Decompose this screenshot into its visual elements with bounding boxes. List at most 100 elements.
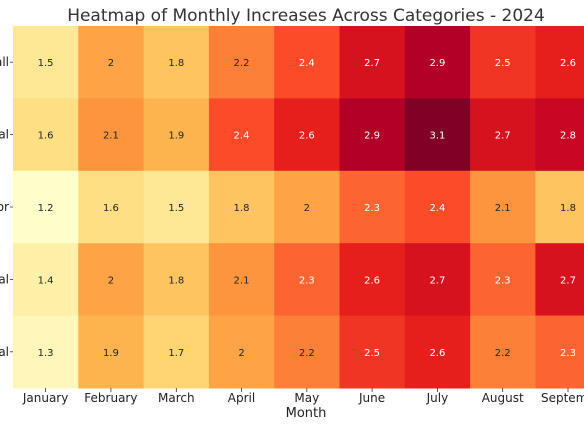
- heatmap-cell: [78, 315, 145, 389]
- y-tick-label: or: [0, 200, 9, 214]
- heatmap-cell: [535, 170, 584, 244]
- heatmap-cell: [535, 26, 584, 99]
- heatmap-cell: [339, 170, 406, 244]
- cell-value-label: 2.7: [429, 275, 445, 286]
- heatmap-cell: [78, 26, 145, 99]
- cell-value-label: 2: [108, 275, 114, 286]
- heatmap-cell: [470, 170, 536, 244]
- cell-value-label: 2.9: [429, 58, 445, 69]
- y-tick-label: al: [0, 345, 9, 359]
- heatmap-cell: [208, 98, 275, 172]
- cell-value-label: 2.6: [364, 275, 380, 286]
- x-tick-label: May: [294, 391, 319, 405]
- cell-value-label: 2.6: [429, 348, 445, 359]
- heatmap-cell: [13, 170, 79, 244]
- heatmap-cell: [274, 170, 340, 244]
- heatmap-cell: [339, 98, 406, 172]
- heatmap-cell: [274, 26, 340, 99]
- x-axis-label: Month: [286, 406, 327, 421]
- cell-value-label: 1.8: [234, 203, 250, 214]
- heatmap-cell: [78, 170, 145, 244]
- heatmap-cell: [143, 98, 210, 172]
- heatmap-cell: [143, 243, 210, 317]
- cell-value-label: 2.1: [103, 131, 119, 142]
- heatmap-cell: [339, 315, 406, 389]
- heatmap-cell: [208, 243, 275, 317]
- cell-value-label: 2.6: [299, 131, 315, 142]
- heatmap-cell: [78, 243, 145, 317]
- cell-value-label: 2.6: [560, 58, 576, 69]
- cell-value-label: 2.5: [364, 348, 380, 359]
- cell-value-label: 1.8: [168, 275, 184, 286]
- cell-value-label: 2.2: [234, 58, 250, 69]
- heatmap-cell: [208, 170, 275, 244]
- x-tick-label: August: [482, 391, 524, 405]
- cell-value-label: 1.2: [38, 203, 54, 214]
- cell-value-label: 2.3: [495, 275, 511, 286]
- cell-value-label: 2.2: [299, 348, 315, 359]
- heatmap-cell: [274, 98, 340, 172]
- cell-value-label: 1.8: [168, 58, 184, 69]
- heatmap-cell: [274, 315, 340, 389]
- cell-value-label: 1.6: [38, 131, 54, 142]
- x-tick-label: February: [84, 391, 137, 405]
- heatmap-cell: [404, 243, 471, 317]
- cell-value-label: 1.6: [103, 203, 119, 214]
- heatmap-cell: [470, 98, 536, 172]
- cell-value-label: 3.1: [429, 131, 445, 142]
- cell-value-label: 2.3: [364, 203, 380, 214]
- cell-value-label: 2.9: [364, 131, 380, 142]
- cell-value-label: 1.9: [103, 348, 119, 359]
- x-tick-label: January: [22, 391, 69, 405]
- cell-value-label: 2.4: [429, 203, 445, 214]
- cell-value-label: 1.3: [38, 348, 54, 359]
- heatmap-cell: [404, 315, 471, 389]
- cell-value-label: 2.4: [234, 131, 250, 142]
- heatmap-cell: [78, 98, 145, 172]
- heatmap-cell: [339, 26, 406, 99]
- heatmap-cell: [13, 98, 79, 172]
- heatmap-cell: [143, 26, 210, 99]
- heatmap-cell: [143, 315, 210, 389]
- cell-value-label: 2.3: [299, 275, 315, 286]
- x-tick-label: March: [158, 391, 195, 405]
- heatmap-cell: [143, 170, 210, 244]
- heatmap-cell: [208, 26, 275, 99]
- cell-value-label: 2.2: [495, 348, 511, 359]
- cell-value-label: 2.1: [234, 275, 250, 286]
- cell-value-label: 1.4: [38, 275, 54, 286]
- cell-value-label: 2.7: [364, 58, 380, 69]
- x-tick-label: June: [358, 391, 385, 405]
- cell-value-label: 2: [108, 58, 114, 69]
- chart-title: Heatmap of Monthly Increases Across Cate…: [67, 6, 545, 26]
- cell-value-label: 1.9: [168, 131, 184, 142]
- x-tick-label: July: [426, 391, 449, 405]
- y-tick-label: al: [0, 128, 9, 142]
- cell-value-label: 2.3: [560, 348, 576, 359]
- cell-value-labels: 1.5 2 1.8 2.2 2.4 2.7 2.9 2.5 2.6 1.6 2.1 1.9 2.4 2.6…: [38, 58, 576, 359]
- y-axis-ticks: all al or al al: [0, 55, 13, 359]
- heatmap-cells: [13, 26, 584, 389]
- cell-value-label: 2.4: [299, 58, 315, 69]
- cell-value-label: 1.5: [38, 58, 54, 69]
- cell-value-label: 2: [304, 203, 310, 214]
- cell-value-label: 2.7: [495, 131, 511, 142]
- heatmap-cell: [470, 26, 536, 99]
- heatmap-cell: [404, 26, 471, 99]
- y-tick-label: al: [0, 272, 9, 286]
- cell-value-label: 2: [238, 348, 244, 359]
- heatmap-cell: [339, 243, 406, 317]
- x-tick-label: Septemb: [541, 391, 584, 405]
- heatmap-cell: [13, 26, 79, 99]
- heatmap-cell: [470, 243, 536, 317]
- heatmap-cell: [208, 315, 275, 389]
- x-axis-ticks: January February March April May June July Augu…: [22, 388, 584, 405]
- cell-value-label: 2.1: [495, 203, 511, 214]
- heatmap-cell: [535, 98, 584, 172]
- x-tick-label: April: [228, 391, 255, 405]
- heatmap-cell: [404, 170, 471, 244]
- cell-value-label: 2.8: [560, 131, 576, 142]
- cell-value-label: 2.5: [495, 58, 511, 69]
- heatmap-cell: [13, 315, 79, 389]
